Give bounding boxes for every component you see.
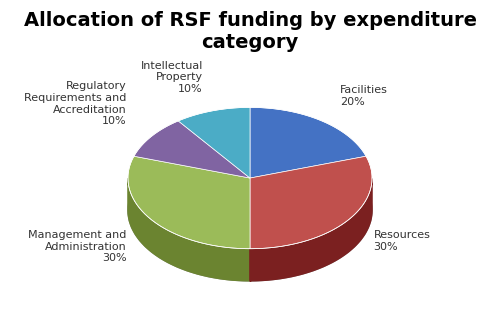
Text: Resources
30%: Resources 30% (374, 230, 430, 251)
Polygon shape (128, 156, 250, 249)
Text: Facilities
20%: Facilities 20% (340, 85, 388, 107)
Polygon shape (128, 179, 250, 281)
Ellipse shape (128, 140, 372, 281)
Polygon shape (250, 107, 366, 178)
Text: Allocation of RSF funding by expenditure
category: Allocation of RSF funding by expenditure… (24, 11, 476, 52)
Text: Management and
Administration
30%: Management and Administration 30% (28, 230, 126, 263)
Text: Regulatory
Requirements and
Accreditation
10%: Regulatory Requirements and Accreditatio… (24, 81, 127, 126)
Polygon shape (134, 121, 250, 178)
Polygon shape (250, 156, 372, 249)
Polygon shape (178, 107, 250, 178)
Polygon shape (250, 179, 372, 281)
Text: Intellectual
Property
10%: Intellectual Property 10% (140, 61, 203, 94)
